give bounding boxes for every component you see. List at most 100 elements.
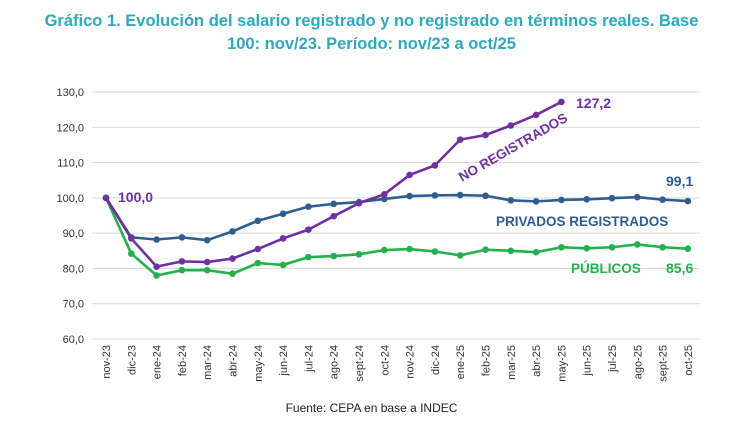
data-point-privados-registrados [684, 197, 692, 205]
x-tick-label: mar-25 [506, 345, 518, 380]
data-point-privados-registrados [456, 191, 464, 199]
data-point-privados-registrados [381, 195, 388, 203]
data-point-publicos [558, 243, 565, 251]
data-point-privados-registrados [406, 192, 413, 200]
x-tick-label: jun-24 [278, 345, 290, 377]
data-point-no-registrados [381, 191, 388, 198]
data-point-no-registrados [507, 122, 515, 129]
x-tick-label: abr-25 [531, 345, 543, 377]
data-point-publicos [153, 272, 160, 279]
x-tick-label: may-24 [253, 345, 265, 382]
data-point-no-registrados [279, 235, 287, 242]
data-point-publicos [355, 251, 363, 258]
data-point-no-registrados [203, 258, 211, 266]
data-point-no-registrados [102, 194, 110, 202]
data-point-publicos [684, 245, 692, 252]
chart-title: Gráfico 1. Evolución del salario registr… [20, 10, 723, 56]
chart-title-line-2: 100: nov/23. Período: nov/23 a oct/25 [227, 35, 516, 53]
data-point-publicos [305, 253, 312, 261]
data-point-privados-registrados [330, 200, 338, 208]
data-point-no-registrados [532, 111, 540, 119]
data-point-privados-registrados [153, 236, 160, 243]
x-tick-label: oct-25 [683, 345, 695, 376]
data-point-no-registrados [128, 235, 135, 242]
x-tick-label: dic-23 [126, 345, 138, 375]
data-point-publicos [583, 245, 590, 252]
chart-source: Fuente: CEPA en base a INDEC [285, 401, 458, 415]
x-tick-label: feb-24 [177, 345, 189, 376]
data-point-privados-registrados [532, 198, 540, 205]
x-tick-label: dic-24 [430, 345, 442, 375]
data-point-publicos [406, 245, 413, 253]
x-tick-label: jun-25 [582, 345, 594, 377]
legend-publicos: PÚBLICOS [571, 261, 641, 276]
x-tick-label: sept-24 [354, 345, 366, 382]
data-point-no-registrados [305, 226, 312, 233]
x-tick-label: nov-23 [101, 345, 113, 379]
data-point-no-registrados [558, 98, 565, 106]
data-point-privados-registrados [634, 193, 641, 201]
data-point-no-registrados [456, 136, 464, 143]
data-point-publicos [507, 247, 515, 255]
x-tick-label: mar-24 [202, 345, 214, 380]
x-tick-label: sept-25 [658, 345, 670, 382]
data-point-publicos [203, 266, 211, 274]
data-point-no-registrados [178, 258, 186, 265]
series-line-privados-registrados [104, 193, 688, 242]
data-point-publicos [178, 266, 186, 274]
label-no-registrados-end: 127,2 [576, 95, 611, 111]
x-tick-label: feb-25 [481, 345, 493, 376]
x-tick-label: ago-25 [632, 345, 644, 379]
data-point-publicos [456, 252, 464, 259]
y-tick-label: 120,0 [56, 122, 84, 134]
label-publicos-end: 85,6 [666, 260, 693, 276]
data-point-no-registrados [355, 199, 363, 207]
data-point-publicos [659, 243, 666, 251]
data-point-privados-registrados [229, 228, 236, 235]
y-tick-label: 60,0 [63, 334, 84, 346]
data-point-no-registrados [254, 245, 262, 253]
data-point-publicos [128, 250, 135, 257]
data-point-publicos [482, 246, 489, 254]
data-point-privados-registrados [583, 195, 590, 203]
y-tick-label: 70,0 [63, 299, 84, 311]
y-tick-label: 130,0 [56, 87, 84, 99]
y-tick-label: 90,0 [63, 228, 84, 240]
data-point-no-registrados [406, 171, 413, 179]
x-tick-label: may-25 [556, 345, 568, 382]
data-point-publicos [431, 248, 439, 255]
data-point-privados-registrados [558, 196, 565, 204]
data-point-publicos [254, 259, 262, 267]
data-point-publicos [608, 243, 616, 251]
series-line-no-registrados [104, 100, 562, 268]
y-tick-label: 80,0 [63, 263, 84, 275]
data-point-privados-registrados [507, 197, 515, 204]
legend-no-registrados: NO REGISTRADOS [456, 110, 570, 184]
data-point-no-registrados [431, 162, 439, 169]
x-tick-label: ene-25 [455, 345, 467, 379]
data-point-publicos [229, 270, 236, 278]
label-privados-end: 99,1 [666, 173, 693, 189]
y-tick-label: 100,0 [56, 193, 84, 205]
data-point-no-registrados [229, 255, 236, 262]
data-point-privados-registrados [254, 217, 262, 225]
data-point-privados-registrados [431, 192, 439, 199]
data-point-publicos [381, 246, 388, 254]
data-point-publicos [330, 252, 338, 260]
x-tick-label: oct-24 [379, 345, 391, 376]
x-tick-label: jul-25 [607, 345, 619, 373]
x-tick-label: abr-24 [228, 345, 240, 377]
data-point-no-registrados [330, 212, 338, 220]
series-line-publicos [104, 197, 688, 277]
x-tick-label: ago-24 [329, 345, 341, 379]
y-tick-label: 110,0 [57, 158, 84, 170]
data-point-privados-registrados [305, 203, 312, 210]
data-point-privados-registrados [203, 236, 211, 244]
data-point-privados-registrados [279, 210, 287, 218]
label-no-registrados-start: 100,0 [118, 189, 153, 205]
grid-layer: 60,0 70,0 80,0 90,0 100,0 110,0 120,0 130,0 nov-… [56, 87, 700, 382]
x-tick-label: jul-24 [303, 345, 315, 373]
x-tick-label: nov-24 [405, 345, 417, 379]
